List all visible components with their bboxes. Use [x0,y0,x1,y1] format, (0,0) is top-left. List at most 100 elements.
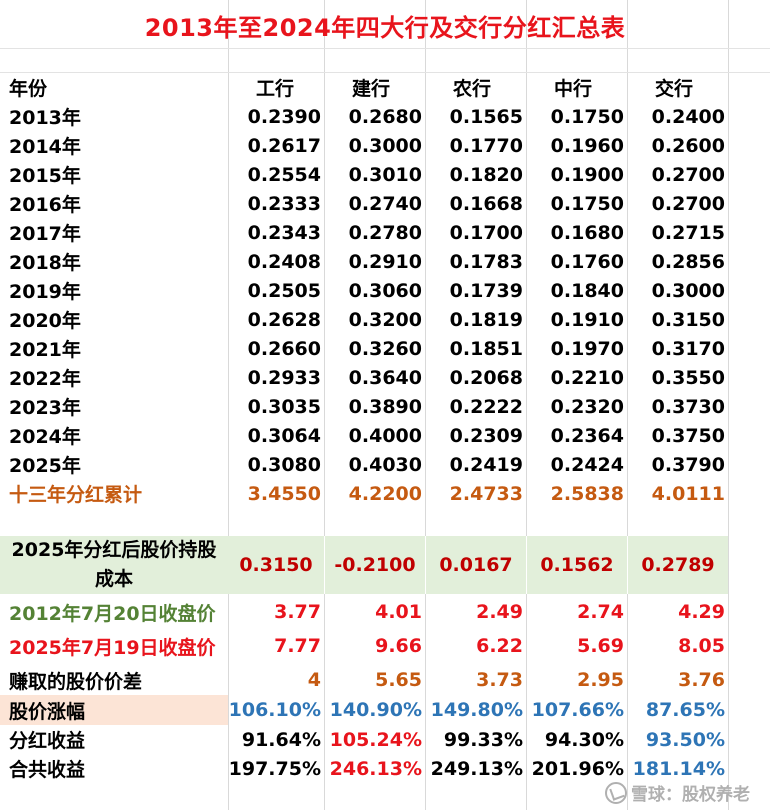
cell-value: 94.30% [544,728,624,751]
dividend-cell: 0.1783 [449,250,523,273]
dividend-cell: 0.2333 [247,192,321,215]
cell-value: 181.14% [632,757,725,780]
dividend-cell: 0.2364 [550,424,624,447]
price-diff-row: 赚取的股价价差 4 5.65 3.73 2.95 3.76 [0,665,770,695]
cost-basis-row: 2025年分红后股价持股成本 0.3150 -0.2100 0.0167 0.1… [0,536,770,594]
cell-value: 4 [307,669,321,691]
year-row: 2020年 0.2628 0.3200 0.1819 0.1910 0.3150 [0,305,770,334]
cell-value: 197.75% [228,757,321,780]
dividend-cell: 0.2628 [247,308,321,331]
dividend-cell: 0.1840 [550,279,624,302]
dividend-cell: 0.2680 [348,105,422,128]
dividend-cell: 0.2210 [550,366,624,389]
dividend-cell: 0.1760 [550,250,624,273]
year-label: 2018年 [9,252,81,274]
year-row: 2017年 0.2343 0.2780 0.1700 0.1680 0.2715 [0,218,770,247]
year-label: 2019年 [9,281,81,303]
year-row: 2022年 0.2933 0.3640 0.2068 0.2210 0.3550 [0,363,770,392]
cell-value: 6.22 [476,635,523,657]
dividend-cell: 0.1770 [449,134,523,157]
dividend-cell: 0.1819 [449,308,523,331]
dividend-cell: 0.3890 [348,395,422,418]
cell-value: 99.33% [443,728,523,751]
dividend-cell: 0.3640 [348,366,422,389]
cell-value: 7.77 [274,635,321,657]
dividend-cell: 0.1750 [550,105,624,128]
cell-value: 2.74 [577,601,624,623]
cell-value: 2.4733 [449,482,523,505]
dividend-cell: 0.1668 [449,192,523,215]
dividend-cell: 0.2700 [651,192,725,215]
year-label: 2020年 [9,310,81,332]
bank-header-abc: 农行 [453,78,492,100]
dividend-cell: 0.3000 [651,279,725,302]
cell-value: 0.2789 [627,536,728,594]
dividend-cell: 0.3200 [348,308,422,331]
cell-value: 2.49 [476,601,523,623]
cell-value: 4.01 [375,601,422,623]
price-2012-row: 2012年7月20日收盘价 3.77 4.01 2.49 2.74 4.29 [0,596,770,628]
row-label: 2025年分红后股价持股成本 [0,536,228,594]
dividend-cell: 0.1739 [449,279,523,302]
dividend-return-row: 分红收益 91.64% 105.24% 99.33% 94.30% 93.50% [0,725,770,754]
cell-value: 9.66 [375,635,422,657]
row-label: 股价涨幅 [0,695,228,725]
cell-value: 0.3150 [228,536,324,594]
year-row: 2013年 0.2390 0.2680 0.1565 0.1750 0.2400 [0,102,770,131]
year-label: 2021年 [9,339,81,361]
dividend-cell: 0.3080 [247,453,321,476]
year-label: 2013年 [9,107,81,129]
dividend-cell: 0.1900 [550,163,624,186]
dividend-cell: 0.3170 [651,337,725,360]
dividend-cell: 0.2617 [247,134,321,157]
dividend-cell: 0.2740 [348,192,422,215]
cell-value: 140.90% [329,699,422,721]
cell-value: 91.64% [241,728,321,751]
dividend-cell: 0.2933 [247,366,321,389]
dividend-cell: 0.1970 [550,337,624,360]
dividend-cell: 0.3730 [651,395,725,418]
dividend-cell: 0.2856 [651,250,725,273]
price-2025-row: 2025年7月19日收盘价 7.77 9.66 6.22 5.69 8.05 [0,630,770,662]
row-label: 2025年7月19日收盘价 [9,636,216,659]
dividend-cell: 0.3064 [247,424,321,447]
dividend-cell: 0.1700 [449,221,523,244]
dividend-cell: 0.2408 [247,250,321,273]
dividend-cell: 0.2068 [449,366,523,389]
bank-header-icbc: 工行 [256,78,295,100]
year-label: 2015年 [9,165,81,187]
table-title: 2013年至2024年四大行及交行分红汇总表 [144,14,626,42]
watermark-text: 雪球：股权养老 [631,785,750,805]
dividend-cell: 0.2419 [449,453,523,476]
dividend-cell: 0.3000 [348,134,422,157]
dividend-cell: 0.2660 [247,337,321,360]
cell-value: 5.69 [577,635,624,657]
cell-value: 3.77 [274,601,321,623]
year-row: 2024年 0.3064 0.4000 0.2309 0.2364 0.3750 [0,421,770,450]
cell-value: 4.0111 [651,482,725,505]
dividend-cell: 0.3750 [651,424,725,447]
cell-value: 249.13% [430,757,523,780]
dividend-cell: 0.2309 [449,424,523,447]
dividend-cell: 0.1910 [550,308,624,331]
dividend-cell: 0.3550 [651,366,725,389]
snowball-logo-icon [605,781,627,804]
dividend-cell: 0.4000 [348,424,422,447]
year-row: 2018年 0.2408 0.2910 0.1783 0.1760 0.2856 [0,247,770,276]
year-row: 2016年 0.2333 0.2740 0.1668 0.1750 0.2700 [0,189,770,218]
cell-value: 201.96% [531,757,624,780]
year-label: 2016年 [9,194,81,216]
cell-value: -0.2100 [324,536,425,594]
cell-value: 3.73 [476,669,523,691]
bank-header-bocom: 交行 [655,78,694,100]
cell-value: 246.13% [329,757,422,780]
cell-value: 106.10% [228,699,321,721]
dividend-cell: 0.3060 [348,279,422,302]
dividend-cell: 0.2600 [651,134,725,157]
dividend-cell: 0.1750 [550,192,624,215]
year-row: 2015年 0.2554 0.3010 0.1820 0.1900 0.2700 [0,160,770,189]
dividend-cell: 0.3035 [247,395,321,418]
year-row: 2021年 0.2660 0.3260 0.1851 0.1970 0.3170 [0,334,770,363]
header-row: 年份 工行 建行 农行 中行 交行 [0,73,770,102]
dividend-cell: 0.2320 [550,395,624,418]
